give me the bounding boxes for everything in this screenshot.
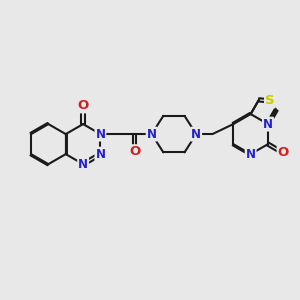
Text: N: N — [95, 148, 105, 160]
Text: N: N — [95, 128, 105, 141]
Text: O: O — [278, 146, 289, 159]
Text: N: N — [78, 158, 88, 171]
Text: O: O — [129, 145, 140, 158]
Text: S: S — [265, 94, 275, 107]
Text: N: N — [147, 128, 157, 141]
Text: N: N — [191, 128, 201, 141]
Text: N: N — [263, 118, 273, 130]
Text: O: O — [77, 99, 89, 112]
Text: N: N — [246, 148, 256, 160]
